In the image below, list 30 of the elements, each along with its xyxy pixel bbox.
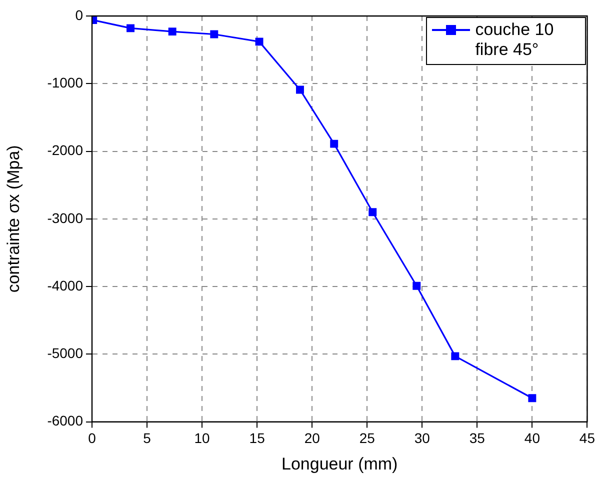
- point: [368, 208, 377, 216]
- y-tick-label: -1000: [47, 74, 84, 90]
- x-tick-label: 30: [414, 430, 430, 446]
- point: [168, 28, 176, 36]
- y-tick-label: -5000: [47, 345, 84, 362]
- x-tick-label: 35: [469, 430, 486, 446]
- x-axis-title: Longueur (mm): [282, 454, 398, 474]
- point: [528, 394, 536, 402]
- x-tick-label: 15: [249, 430, 266, 446]
- legend-label: couche 10 fibre 45°: [475, 20, 555, 60]
- point: [210, 30, 218, 38]
- point: [412, 282, 421, 290]
- y-tick-label: 0: [75, 6, 84, 23]
- x-tick-label: 40: [524, 430, 540, 446]
- y-tick-label: -3000: [47, 210, 84, 226]
- y-tick-label: -4000: [47, 277, 84, 294]
- y-tick-label: -2000: [47, 142, 84, 158]
- x-tick-label: 25: [359, 430, 376, 446]
- point: [255, 38, 264, 46]
- x-tick-label: 20: [304, 430, 320, 446]
- x-tick-label: 5: [143, 430, 152, 446]
- x-tick-label: 10: [194, 430, 210, 446]
- point: [330, 140, 338, 148]
- point: [451, 352, 460, 360]
- x-tick-label: 45: [579, 430, 596, 446]
- y-tick-label: -6000: [47, 412, 84, 429]
- point: [296, 86, 304, 94]
- y-axis-title: contrainte σx (Mpa): [4, 145, 23, 293]
- point: [126, 24, 134, 32]
- x-tick-label: 0: [88, 430, 96, 446]
